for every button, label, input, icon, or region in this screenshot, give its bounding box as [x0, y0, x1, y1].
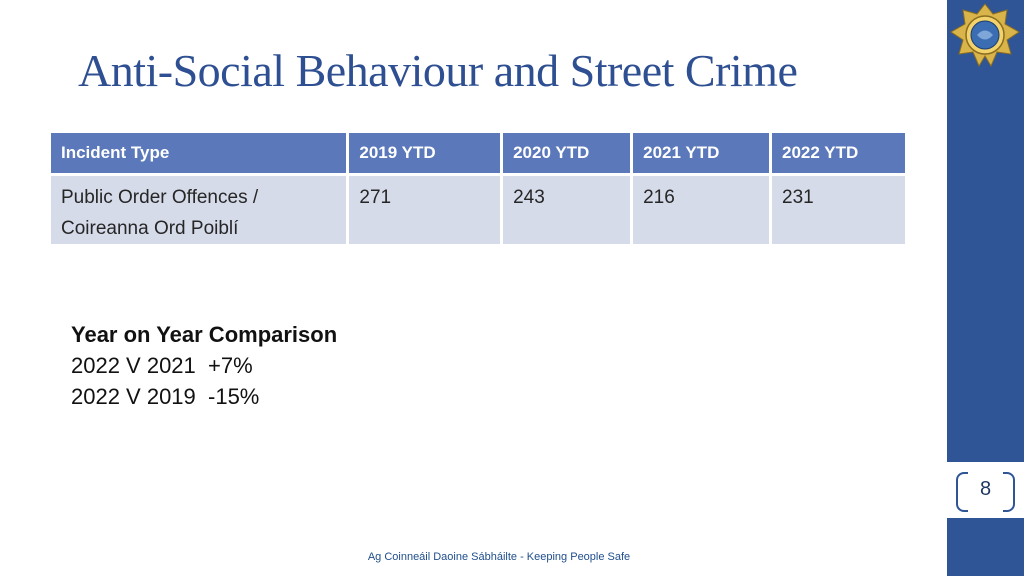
header-incident-type: Incident Type	[51, 133, 350, 176]
page-number: 8	[979, 478, 992, 500]
left-bracket	[956, 472, 968, 512]
value-2020: 243	[503, 176, 634, 244]
footer-tagline: Ag Coinneáil Daoine Sábháilte - Keeping …	[367, 551, 631, 563]
header-2021-ytd: 2021 YTD	[633, 133, 773, 176]
comparison-line: 2022 V 2019 -15%	[71, 384, 260, 409]
comparison-line: 2022 V 2021 +7%	[71, 353, 253, 378]
page-title: Anti-Social Behaviour and Street Crime	[78, 45, 798, 96]
incident-table: Incident Type 2019 YTD 2020 YTD 2021 YTD…	[51, 133, 905, 244]
header-2019-ytd: 2019 YTD	[349, 133, 504, 176]
incident-type-cell: Public Order Offences / Coireanna Ord Po…	[51, 176, 350, 244]
comparison-heading: Year on Year Comparison	[71, 322, 338, 347]
comparison-block: Year on Year Comparison 2022 V 2021 +7% …	[71, 320, 337, 412]
incident-type-line: Public Order Offences /	[61, 187, 259, 208]
value-2019: 271	[349, 176, 504, 244]
incident-type-line: Coireanna Ord Poiblí	[61, 218, 239, 239]
value-2022: 231	[772, 176, 905, 244]
header-2022-ytd: 2022 YTD	[772, 133, 905, 176]
table-header-row: Incident Type 2019 YTD 2020 YTD 2021 YTD…	[51, 133, 905, 176]
right-bracket	[1003, 472, 1015, 512]
value-2021: 216	[633, 176, 773, 244]
header-2020-ytd: 2020 YTD	[503, 133, 634, 176]
garda-crest-icon	[950, 3, 1020, 68]
table-row: Public Order Offences / Coireanna Ord Po…	[51, 176, 905, 244]
page-number-box: 8	[947, 462, 1024, 518]
